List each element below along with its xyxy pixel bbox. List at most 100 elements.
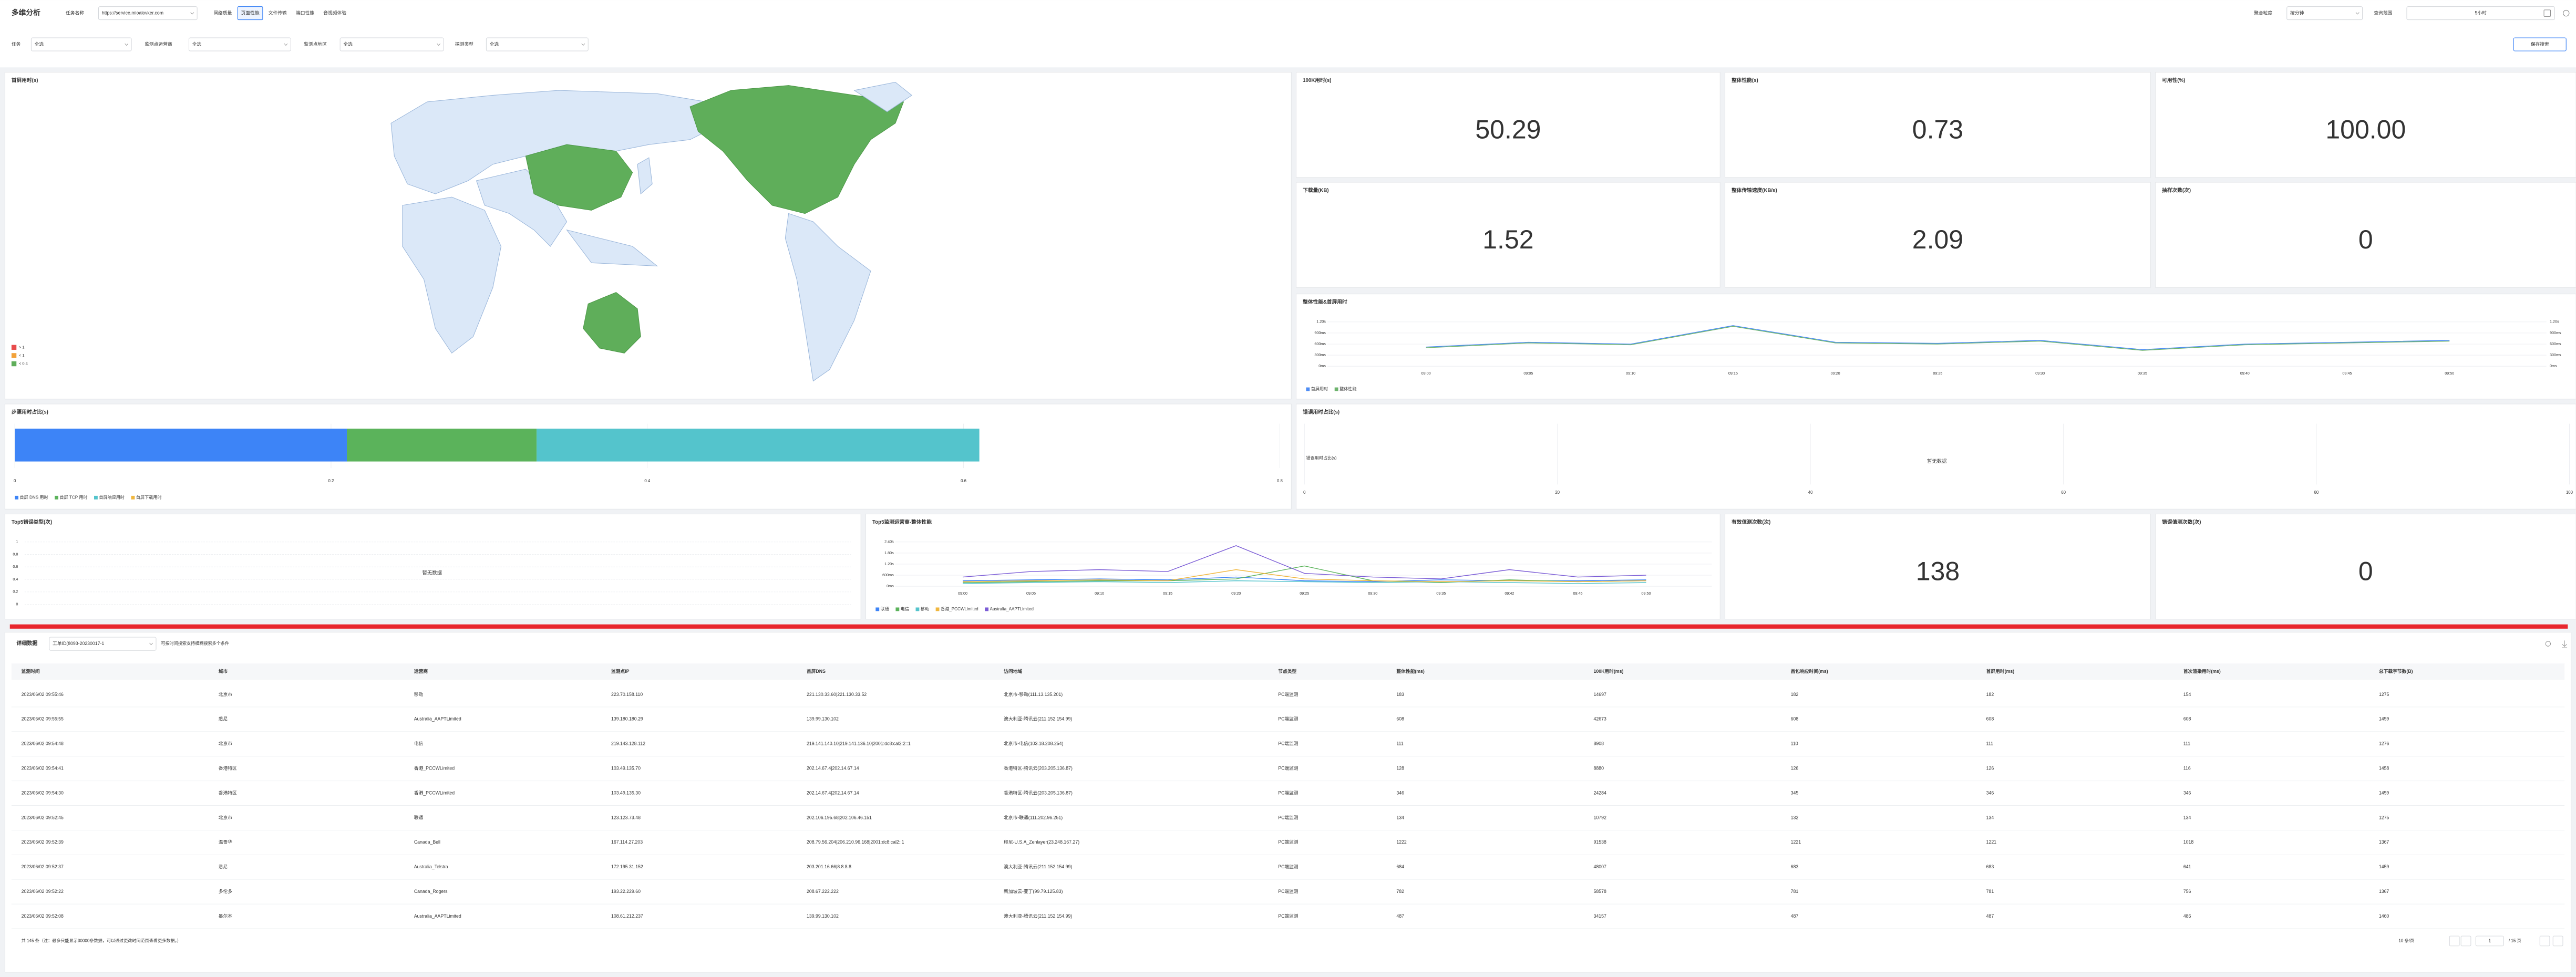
x-tick-label: 09:25 — [1933, 371, 1942, 376]
table-cell: 温哥华 — [219, 839, 232, 845]
column-header: 首次渲染用时(ms) — [2183, 668, 2221, 674]
time-label: 查询范围 — [2374, 9, 2392, 15]
table-cell: 1221 — [1986, 839, 1997, 845]
tab-box — [265, 6, 291, 20]
filter-select[interactable]: 全选 — [189, 37, 291, 51]
table-cell: 澳大利亚-腾讯云(211.152.154.99) — [1004, 913, 1072, 919]
time-input[interactable]: 5小时 — [2406, 6, 2555, 20]
input-value: 全选 — [192, 41, 202, 47]
table-cell: 2023/06/02 09:52:39 — [22, 839, 64, 845]
input-value: 工单ID(8093-20230017-1 — [53, 640, 104, 646]
filter-select[interactable]: 全选 — [30, 37, 132, 51]
panel-bg — [1725, 514, 2151, 620]
table-cell: 103.49.135.30 — [611, 790, 641, 795]
detail-panel: 详细数据 工单ID(8093-20230017-1 可按时间搜索支持模糊搜索多个条件… — [4, 632, 2572, 973]
legend-label: 首屏 DNS 用时 — [20, 494, 48, 500]
table-cell: 219.141.140.10|219.141.136.10|2001:dc8:c… — [807, 741, 911, 746]
input-value: 5小时 — [2475, 9, 2487, 15]
panel-bg — [865, 514, 1720, 620]
save-button[interactable]: 保存搜索 — [2513, 37, 2567, 51]
x-tick-label: 09:50 — [1642, 591, 1651, 596]
panel-title: Top5错误类型(次) — [12, 518, 52, 525]
filter-select[interactable]: 全选 — [339, 37, 444, 51]
panel-bg — [4, 632, 2572, 973]
tab[interactable]: 页面性能 — [237, 6, 263, 20]
tab[interactable]: 端口性能 — [292, 6, 318, 20]
y2-tick-label: 600ms — [2550, 341, 2561, 346]
bar-segment — [15, 429, 347, 462]
table-cell: 1018 — [2183, 839, 2194, 845]
table-cell: 182 — [1791, 692, 1799, 697]
x-tick-label: 09:15 — [1163, 591, 1172, 596]
refresh-icon[interactable] — [2563, 9, 2570, 17]
table-cell: 北京市-移动(111.13.135.201) — [1004, 691, 1063, 697]
panel-bg — [2155, 182, 2576, 288]
land — [853, 81, 913, 112]
panel-bg — [1296, 294, 2576, 400]
task-input[interactable]: https://service.mioalovker.com — [98, 6, 198, 20]
y-tick-label: 1.20s — [884, 562, 894, 566]
granularity-select[interactable]: 按分钟 — [2286, 6, 2363, 20]
tab[interactable]: 文件传输 — [265, 6, 291, 20]
y-tick-label: 600ms — [1314, 341, 1326, 346]
x-tick-label: 0.8 — [1277, 479, 1283, 483]
filter-label: 监测点运营商 — [145, 41, 172, 47]
table-cell: 1459 — [2379, 716, 2389, 722]
tab-box — [237, 6, 263, 20]
legend-swatch — [1306, 387, 1310, 391]
panel-title: 错误值测次数(次) — [2162, 518, 2201, 525]
filter-label: 探测类型 — [455, 41, 473, 47]
table-cell: Canada_Rogers — [414, 889, 448, 894]
dropdown-caret — [437, 43, 441, 46]
input-box — [189, 37, 291, 51]
input-box — [49, 637, 157, 651]
table-cell: Australia_AAPTLimited — [414, 716, 461, 722]
table-cell: 683 — [1986, 864, 1994, 869]
y-tick-label: 300ms — [1314, 352, 1326, 357]
table-cell: 167.114.27.203 — [611, 839, 643, 845]
page-button[interactable] — [2449, 936, 2460, 947]
legend-swatch — [11, 353, 17, 358]
table-cell: 1367 — [2379, 839, 2389, 845]
select[interactable]: 工单ID(8093-20230017-1 — [49, 637, 157, 651]
x-tick-label: 09:10 — [1095, 591, 1104, 596]
table-cell: 58578 — [1593, 889, 1606, 894]
page-button[interactable] — [2539, 936, 2550, 947]
x-tick-label: 0.6 — [961, 479, 966, 483]
tab[interactable]: 网络质量 — [210, 6, 235, 20]
table-cell: 多伦多 — [219, 888, 232, 894]
table-cell: 781 — [1986, 889, 1994, 894]
x-tick-label: 09:45 — [1573, 591, 1582, 596]
tab[interactable]: 音视频体验 — [320, 6, 350, 20]
panel-bg — [4, 514, 861, 620]
table-cell: PC端监测 — [1278, 765, 1299, 771]
download-icon[interactable] — [2562, 640, 2568, 648]
panel-title: 下载量(KB) — [1303, 186, 1329, 193]
tab-box — [292, 6, 318, 20]
dropdown-caret — [581, 43, 585, 46]
page-button[interactable] — [2552, 936, 2563, 947]
x-tick-label: 09:42 — [1505, 591, 1514, 596]
count-card: 错误值测次数(次) 0 — [2155, 514, 2576, 620]
legend-label: 香港_PCCWLimited — [941, 606, 978, 611]
table-cell: 10792 — [1593, 815, 1606, 820]
y2-tick-label: 0ms — [2550, 363, 2557, 368]
input-box — [98, 6, 198, 20]
x-tick-label: 40 — [1808, 490, 1813, 495]
y-tick-label: 0.2 — [13, 589, 18, 594]
count-value: 138 — [1916, 556, 1960, 586]
filter-select[interactable]: 全选 — [486, 37, 589, 51]
series-line — [962, 580, 1646, 584]
table-cell: 悉尼 — [219, 716, 228, 722]
legend-label: 电信 — [901, 606, 909, 611]
table-cell: PC端监测 — [1278, 913, 1299, 919]
panel-bg — [2155, 514, 2576, 620]
legend-swatch — [915, 607, 920, 611]
dropdown-caret — [149, 642, 153, 646]
page-input[interactable]: 1 — [2475, 936, 2504, 947]
settings-icon[interactable] — [2545, 641, 2551, 647]
page-button[interactable] — [2460, 936, 2471, 947]
table-cell: 139.99.130.102 — [807, 913, 839, 919]
table-cell: 608 — [2183, 716, 2191, 722]
table-cell: 2023/06/02 09:52:45 — [22, 815, 64, 820]
